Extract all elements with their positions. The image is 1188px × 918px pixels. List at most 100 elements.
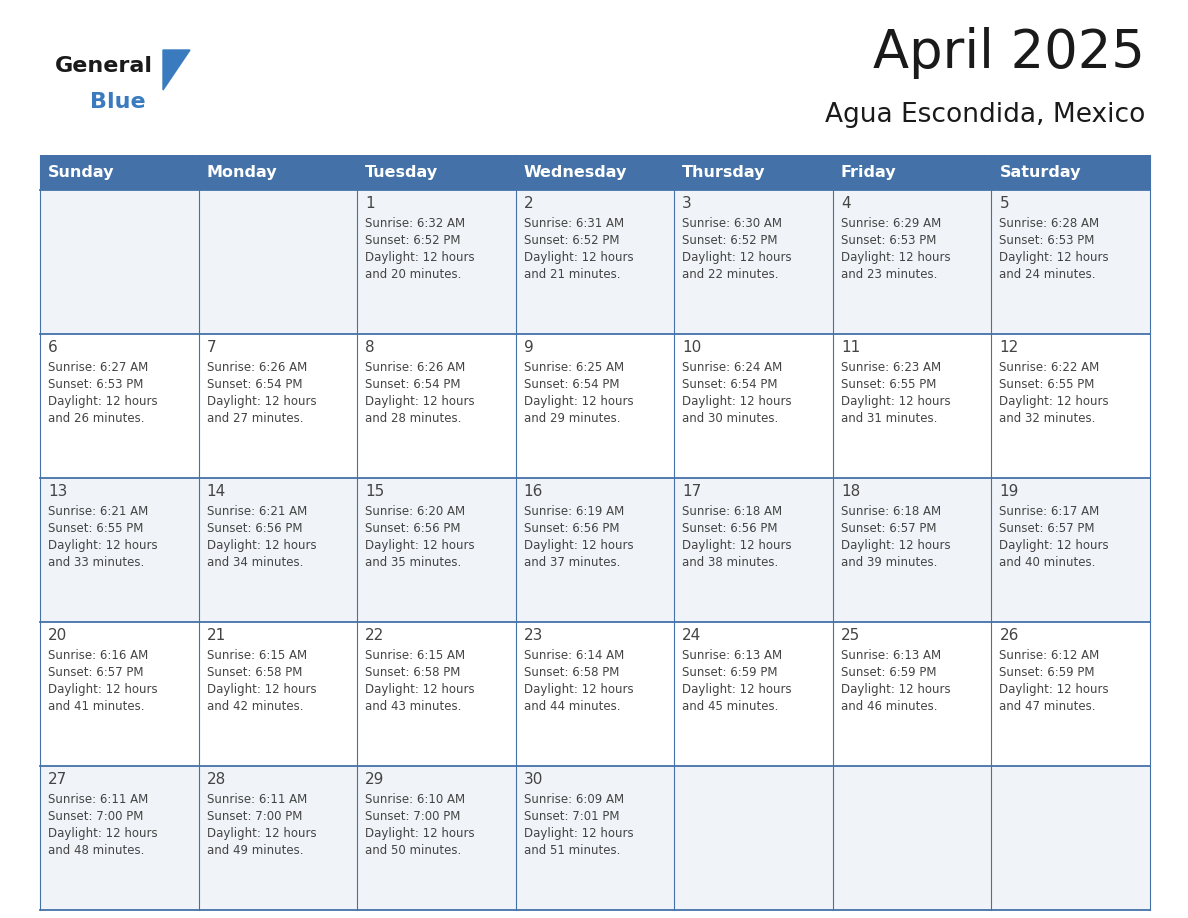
Text: Sunrise: 6:28 AM: Sunrise: 6:28 AM	[999, 217, 1100, 230]
Text: Sunrise: 6:31 AM: Sunrise: 6:31 AM	[524, 217, 624, 230]
Text: Sunset: 6:55 PM: Sunset: 6:55 PM	[999, 378, 1095, 391]
Bar	[40, 155, 198, 190]
Text: and 33 minutes.: and 33 minutes.	[48, 556, 144, 569]
Text: Friday: Friday	[841, 165, 897, 180]
Text: Daylight: 12 hours: Daylight: 12 hours	[524, 539, 633, 552]
Text: Sunset: 6:54 PM: Sunset: 6:54 PM	[365, 378, 461, 391]
Text: Sunset: 6:55 PM: Sunset: 6:55 PM	[48, 522, 144, 535]
Text: 16: 16	[524, 484, 543, 498]
Text: and 22 minutes.: and 22 minutes.	[682, 268, 779, 281]
Text: Sunset: 6:53 PM: Sunset: 6:53 PM	[999, 234, 1095, 247]
Text: and 41 minutes.: and 41 minutes.	[48, 700, 145, 713]
Text: Sunset: 6:59 PM: Sunset: 6:59 PM	[682, 666, 778, 679]
Text: and 51 minutes.: and 51 minutes.	[524, 844, 620, 857]
Text: Sunrise: 6:11 AM: Sunrise: 6:11 AM	[48, 793, 148, 806]
Text: Daylight: 12 hours: Daylight: 12 hours	[999, 683, 1110, 696]
Text: 21: 21	[207, 628, 226, 643]
Text: 24: 24	[682, 628, 702, 643]
Text: and 40 minutes.: and 40 minutes.	[999, 556, 1095, 569]
Text: Sunset: 6:52 PM: Sunset: 6:52 PM	[682, 234, 778, 247]
Bar	[358, 155, 516, 190]
Text: Daylight: 12 hours: Daylight: 12 hours	[365, 539, 475, 552]
Text: 30: 30	[524, 771, 543, 787]
Text: Sunset: 6:52 PM: Sunset: 6:52 PM	[365, 234, 461, 247]
Bar	[516, 155, 675, 190]
Text: and 31 minutes.: and 31 minutes.	[841, 412, 937, 425]
Bar	[40, 766, 1150, 910]
Text: Sunset: 6:58 PM: Sunset: 6:58 PM	[524, 666, 619, 679]
Text: Daylight: 12 hours: Daylight: 12 hours	[48, 395, 158, 408]
Text: 26: 26	[999, 628, 1019, 643]
Text: Sunrise: 6:13 AM: Sunrise: 6:13 AM	[841, 649, 941, 662]
Text: Daylight: 12 hours: Daylight: 12 hours	[524, 683, 633, 696]
Text: Sunrise: 6:29 AM: Sunrise: 6:29 AM	[841, 217, 941, 230]
Polygon shape	[163, 50, 190, 90]
Text: and 23 minutes.: and 23 minutes.	[841, 268, 937, 281]
Text: 13: 13	[48, 484, 68, 498]
Text: 6: 6	[48, 340, 58, 354]
Text: 17: 17	[682, 484, 702, 498]
Text: Sunrise: 6:22 AM: Sunrise: 6:22 AM	[999, 361, 1100, 374]
Text: Sunrise: 6:18 AM: Sunrise: 6:18 AM	[682, 505, 783, 518]
Bar	[40, 334, 1150, 478]
Text: Daylight: 12 hours: Daylight: 12 hours	[841, 251, 950, 264]
Text: 11: 11	[841, 340, 860, 354]
Text: Sunset: 6:52 PM: Sunset: 6:52 PM	[524, 234, 619, 247]
Text: Daylight: 12 hours: Daylight: 12 hours	[524, 395, 633, 408]
Text: Sunset: 6:56 PM: Sunset: 6:56 PM	[682, 522, 778, 535]
Text: Daylight: 12 hours: Daylight: 12 hours	[841, 683, 950, 696]
Bar	[40, 190, 1150, 334]
Text: Sunset: 7:00 PM: Sunset: 7:00 PM	[207, 810, 302, 823]
Text: Thursday: Thursday	[682, 165, 766, 180]
Text: Sunrise: 6:16 AM: Sunrise: 6:16 AM	[48, 649, 148, 662]
Text: Sunset: 6:54 PM: Sunset: 6:54 PM	[682, 378, 778, 391]
Text: Daylight: 12 hours: Daylight: 12 hours	[841, 539, 950, 552]
Text: and 34 minutes.: and 34 minutes.	[207, 556, 303, 569]
Text: Sunset: 6:56 PM: Sunset: 6:56 PM	[365, 522, 461, 535]
Text: and 45 minutes.: and 45 minutes.	[682, 700, 778, 713]
Text: Daylight: 12 hours: Daylight: 12 hours	[999, 395, 1110, 408]
Text: Daylight: 12 hours: Daylight: 12 hours	[682, 395, 792, 408]
Text: 25: 25	[841, 628, 860, 643]
Text: Sunset: 6:58 PM: Sunset: 6:58 PM	[207, 666, 302, 679]
Text: 18: 18	[841, 484, 860, 498]
Bar	[198, 155, 358, 190]
Text: Daylight: 12 hours: Daylight: 12 hours	[207, 827, 316, 840]
Text: 4: 4	[841, 196, 851, 210]
Text: Sunrise: 6:15 AM: Sunrise: 6:15 AM	[365, 649, 466, 662]
Text: Sunset: 6:56 PM: Sunset: 6:56 PM	[524, 522, 619, 535]
Text: Sunset: 6:59 PM: Sunset: 6:59 PM	[999, 666, 1095, 679]
Text: Saturday: Saturday	[999, 165, 1081, 180]
Text: 20: 20	[48, 628, 68, 643]
Text: Sunrise: 6:19 AM: Sunrise: 6:19 AM	[524, 505, 624, 518]
Text: Sunset: 6:57 PM: Sunset: 6:57 PM	[841, 522, 936, 535]
Text: General: General	[55, 56, 153, 76]
Text: Sunrise: 6:15 AM: Sunrise: 6:15 AM	[207, 649, 307, 662]
Text: Tuesday: Tuesday	[365, 165, 438, 180]
Text: Agua Escondida, Mexico: Agua Escondida, Mexico	[824, 102, 1145, 128]
Text: Sunrise: 6:25 AM: Sunrise: 6:25 AM	[524, 361, 624, 374]
Text: 2: 2	[524, 196, 533, 210]
Text: and 49 minutes.: and 49 minutes.	[207, 844, 303, 857]
Text: Daylight: 12 hours: Daylight: 12 hours	[48, 683, 158, 696]
Text: Sunrise: 6:14 AM: Sunrise: 6:14 AM	[524, 649, 624, 662]
Text: 5: 5	[999, 196, 1009, 210]
Text: Sunrise: 6:21 AM: Sunrise: 6:21 AM	[207, 505, 307, 518]
Bar	[40, 478, 1150, 622]
Text: and 44 minutes.: and 44 minutes.	[524, 700, 620, 713]
Text: Sunrise: 6:09 AM: Sunrise: 6:09 AM	[524, 793, 624, 806]
Text: and 28 minutes.: and 28 minutes.	[365, 412, 461, 425]
Text: Daylight: 12 hours: Daylight: 12 hours	[682, 251, 792, 264]
Text: Sunset: 6:54 PM: Sunset: 6:54 PM	[207, 378, 302, 391]
Text: 29: 29	[365, 771, 385, 787]
Text: Daylight: 12 hours: Daylight: 12 hours	[999, 539, 1110, 552]
Text: Daylight: 12 hours: Daylight: 12 hours	[682, 683, 792, 696]
Text: Sunset: 6:58 PM: Sunset: 6:58 PM	[365, 666, 461, 679]
Text: Daylight: 12 hours: Daylight: 12 hours	[682, 539, 792, 552]
Text: and 32 minutes.: and 32 minutes.	[999, 412, 1095, 425]
Text: Sunrise: 6:32 AM: Sunrise: 6:32 AM	[365, 217, 466, 230]
Bar	[833, 155, 992, 190]
Text: Sunset: 6:53 PM: Sunset: 6:53 PM	[841, 234, 936, 247]
Text: Sunset: 6:57 PM: Sunset: 6:57 PM	[999, 522, 1095, 535]
Text: Sunrise: 6:10 AM: Sunrise: 6:10 AM	[365, 793, 466, 806]
